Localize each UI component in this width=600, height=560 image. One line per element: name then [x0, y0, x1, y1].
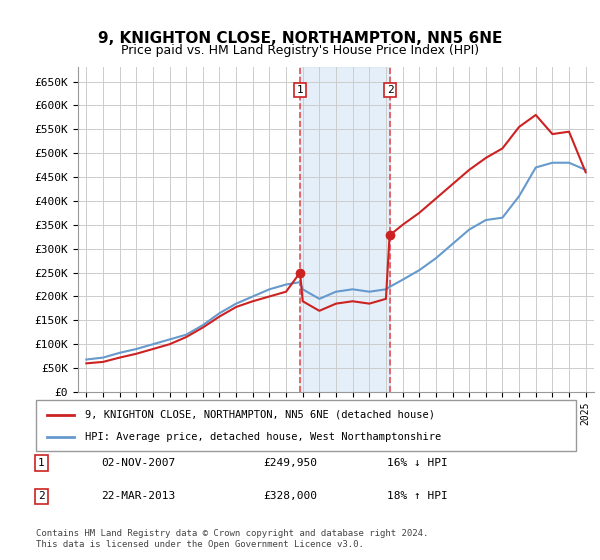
Text: Price paid vs. HM Land Registry's House Price Index (HPI): Price paid vs. HM Land Registry's House …	[121, 44, 479, 57]
Text: 9, KNIGHTON CLOSE, NORTHAMPTON, NN5 6NE (detached house): 9, KNIGHTON CLOSE, NORTHAMPTON, NN5 6NE …	[85, 409, 434, 419]
FancyBboxPatch shape	[36, 400, 576, 451]
Text: HPI: Average price, detached house, West Northamptonshire: HPI: Average price, detached house, West…	[85, 432, 441, 442]
Text: £249,950: £249,950	[263, 458, 317, 468]
Text: 16% ↓ HPI: 16% ↓ HPI	[387, 458, 448, 468]
Text: 22-MAR-2013: 22-MAR-2013	[101, 491, 175, 501]
Text: 02-NOV-2007: 02-NOV-2007	[101, 458, 175, 468]
Text: 1: 1	[38, 458, 45, 468]
Text: 18% ↑ HPI: 18% ↑ HPI	[387, 491, 448, 501]
Text: Contains HM Land Registry data © Crown copyright and database right 2024.
This d: Contains HM Land Registry data © Crown c…	[36, 529, 428, 549]
Text: 2: 2	[38, 491, 45, 501]
Text: £328,000: £328,000	[263, 491, 317, 501]
Text: 9, KNIGHTON CLOSE, NORTHAMPTON, NN5 6NE: 9, KNIGHTON CLOSE, NORTHAMPTON, NN5 6NE	[98, 31, 502, 46]
Bar	[300, 67, 390, 392]
Text: 1: 1	[296, 85, 304, 95]
Text: 2: 2	[387, 85, 394, 95]
